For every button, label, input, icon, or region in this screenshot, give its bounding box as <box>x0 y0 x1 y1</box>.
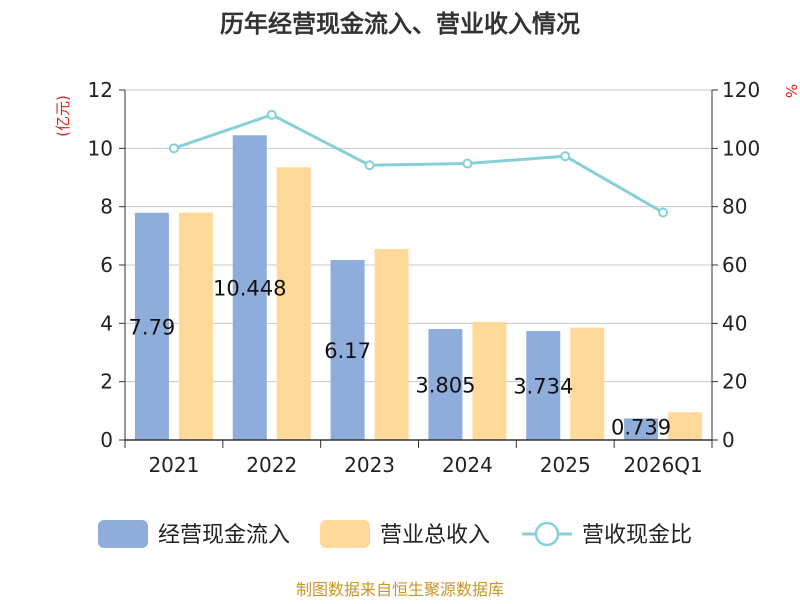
data-label: 0.739 <box>611 415 671 439</box>
bar-revenue <box>374 248 409 440</box>
legend-label: 营收现金比 <box>582 523 692 548</box>
ratio-point <box>168 143 179 154</box>
bar-revenue <box>668 412 703 440</box>
legend-swatch <box>98 520 148 548</box>
ratio-point <box>658 207 669 218</box>
x-tick-label: 2022 <box>246 453 297 477</box>
grid-lines <box>125 89 712 383</box>
data-label: 3.734 <box>513 375 573 399</box>
data-label: 7.79 <box>129 315 176 339</box>
ratio-point <box>266 109 277 120</box>
data-label: 6.17 <box>324 339 371 363</box>
ratio-line-layer <box>168 109 669 218</box>
bar-revenue <box>570 327 605 440</box>
ratio-point <box>560 151 571 162</box>
bar-cash-inflow <box>526 331 561 440</box>
bar-layer <box>134 135 703 440</box>
bar-revenue <box>472 321 507 440</box>
y-left-tick-label: 2 <box>100 370 113 394</box>
y-right-tick-label: 20 <box>722 370 747 394</box>
x-tick-label: 2023 <box>344 453 395 477</box>
y-left-tick-label: 12 <box>88 78 113 102</box>
y-axis-right-unit-label: % <box>782 84 800 98</box>
y-right-tick-label: 40 <box>722 311 747 335</box>
y-right-tick-label: 0 <box>722 428 735 452</box>
x-tick-label: 2025 <box>540 453 591 477</box>
bar-revenue <box>178 212 213 440</box>
bar-revenue <box>276 167 311 440</box>
data-label: 10.448 <box>213 277 286 301</box>
y-right-tick-label: 80 <box>722 195 747 219</box>
ratio-point <box>364 160 375 171</box>
data-label: 3.805 <box>415 374 475 398</box>
x-tick-label: 2024 <box>442 453 493 477</box>
legend-swatch <box>320 520 370 548</box>
ratio-line <box>173 113 664 214</box>
legend-label: 营业总收入 <box>380 523 490 548</box>
x-tick-label: 2021 <box>148 453 199 477</box>
legend-marker <box>534 521 560 547</box>
bar-cash-inflow <box>624 418 659 440</box>
y-left-tick-label: 10 <box>88 136 113 160</box>
y-left-tick-label: 0 <box>100 428 113 452</box>
bar-cash-inflow <box>330 260 365 440</box>
y-left-tick-label: 6 <box>100 253 113 277</box>
ratio-point <box>462 158 473 169</box>
y-left-tick-label: 4 <box>100 311 113 335</box>
legend-label: 经营现金流入 <box>158 523 290 548</box>
bar-cash-inflow <box>134 212 169 440</box>
chart-title: 历年经营现金流入、营业收入情况 <box>220 10 580 38</box>
y-right-tick-label: 100 <box>722 136 760 160</box>
legend: 经营现金流入 营业总收入 营收现金比 <box>98 520 692 548</box>
y-left-tick-label: 8 <box>100 195 113 219</box>
y-right-tick-label: 60 <box>722 253 747 277</box>
bar-cash-inflow <box>232 135 267 440</box>
y-axis-left-unit-label: (亿元) <box>54 95 72 137</box>
bar-cash-inflow <box>428 329 463 440</box>
x-tick-label: 2026Q1 <box>623 453 702 477</box>
y-right-tick-label: 120 <box>722 78 760 102</box>
source-note: 制图数据来自恒生聚源数据库 <box>296 580 504 599</box>
data-label-layer: 7.79 10.448 6.17 3.805 3.734 0.739 <box>129 277 672 440</box>
